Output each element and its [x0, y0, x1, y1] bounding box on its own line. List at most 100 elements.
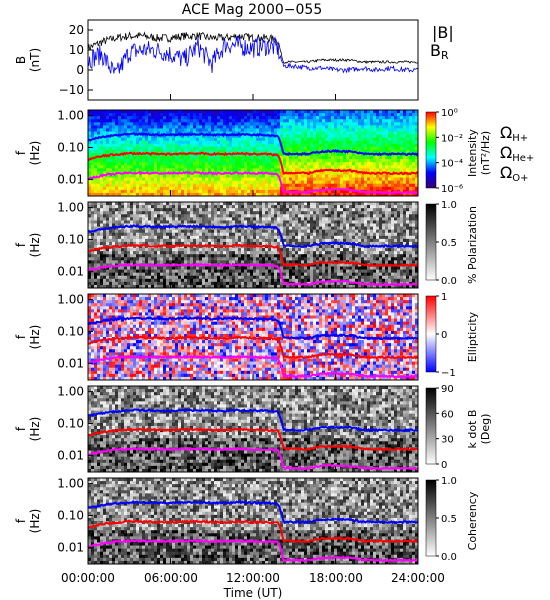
heatmap-cell [175, 165, 179, 169]
heatmap-cell [178, 208, 182, 212]
heatmap-cell [127, 214, 131, 218]
heatmap-cell [166, 140, 170, 145]
heatmap-cell [355, 137, 359, 142]
heatmap-cell [256, 180, 260, 185]
heatmap-cell [127, 278, 131, 283]
heatmap-cell [193, 269, 197, 274]
heatmap-cell [274, 186, 278, 191]
heatmap-cell [91, 171, 95, 175]
heatmap-cell [148, 248, 152, 252]
heatmap-cell [229, 192, 233, 197]
heatmap-cell [259, 131, 263, 135]
heatmap-cell [244, 254, 248, 258]
heatmap-cell [163, 248, 167, 252]
heatmap-cell [403, 113, 407, 117]
heatmap-cell [154, 248, 158, 252]
heatmap-cell [232, 220, 236, 224]
heatmap-cell [157, 165, 161, 169]
heatmap-cell [193, 177, 197, 182]
heatmap-cell [364, 137, 368, 142]
heatmap-cell [115, 156, 119, 160]
heatmap-cell [91, 183, 95, 188]
heatmap-cell [310, 183, 314, 188]
heatmap-cell [100, 241, 104, 246]
heatmap-cell [154, 223, 158, 227]
heatmap-cell [397, 131, 401, 135]
heatmap-cell [172, 134, 176, 139]
heatmap-cell [310, 149, 314, 154]
heatmap-cell [202, 266, 206, 270]
heatmap-cell [271, 220, 275, 224]
heatmap-cell [382, 159, 386, 163]
heatmap-cell [154, 174, 158, 178]
heatmap-cell [238, 110, 242, 114]
heatmap-cell [103, 229, 107, 234]
heatmap-cell [106, 281, 110, 286]
heatmap-cell [373, 192, 377, 197]
heatmap-cell [181, 137, 185, 142]
heatmap-cell [247, 149, 251, 154]
heatmap-cell [94, 131, 98, 135]
heatmap-cell [352, 116, 356, 120]
heatmap-cell [400, 122, 404, 126]
heatmap-cell [109, 223, 113, 227]
heatmap-cell [196, 128, 200, 132]
heatmap-cell [91, 122, 95, 126]
heatmap-cell [163, 275, 167, 280]
heatmap-cell [103, 116, 107, 120]
heatmap-cell [253, 168, 257, 172]
heatmap-cell [253, 232, 257, 237]
heatmap-cell [298, 168, 302, 172]
heatmap-cell [139, 128, 143, 132]
heatmap-cell [181, 266, 185, 270]
heatmap-cell [223, 223, 227, 227]
heatmap-cell [262, 128, 266, 132]
heatmap-cell [127, 143, 131, 148]
heatmap-cell [217, 149, 221, 154]
heatmap-cell [172, 205, 176, 209]
heatmap-cell [226, 122, 230, 126]
heatmap-cell [148, 272, 152, 277]
heatmap-cell [301, 186, 305, 191]
heatmap-cell [280, 223, 284, 227]
heatmap-cell [250, 149, 254, 154]
heatmap-cell [259, 220, 263, 224]
heatmap-cell [238, 248, 242, 252]
heatmap-cell [337, 165, 341, 169]
heatmap-cell [211, 168, 215, 172]
heatmap-cell [205, 189, 209, 194]
heatmap-cell [367, 113, 371, 117]
heatmap-cell [340, 137, 344, 142]
heatmap-cell [298, 174, 302, 178]
heatmap-cell [361, 131, 365, 135]
heatmap-cell [145, 192, 149, 197]
heatmap-cell [337, 140, 341, 145]
heatmap-cell [397, 119, 401, 123]
heatmap-cell [160, 177, 164, 182]
heatmap-cell [403, 186, 407, 191]
heatmap-cell [190, 159, 194, 163]
heatmap-cell [406, 128, 410, 132]
heatmap-cell [109, 140, 113, 145]
heatmap-cell [139, 205, 143, 209]
heatmap-cell [211, 269, 215, 274]
heatmap-cell [187, 192, 191, 197]
heatmap-cell [178, 260, 182, 264]
heatmap-cell [259, 278, 263, 283]
heatmap-cell [328, 134, 332, 139]
heatmap-cell [241, 113, 245, 117]
heatmap-cell [226, 254, 230, 258]
heatmap-cell [352, 159, 356, 163]
heatmap-cell [160, 275, 164, 280]
heatmap-cell [394, 183, 398, 188]
heatmap-cell [400, 125, 404, 129]
heatmap-cell [271, 269, 275, 274]
heatmap-cell [151, 257, 155, 261]
heatmap-cell [100, 263, 104, 267]
heatmap-cell [157, 266, 161, 270]
heatmap-cell [127, 205, 131, 209]
heatmap-cell [94, 189, 98, 194]
heatmap-cell [193, 205, 197, 209]
heatmap-cell [106, 189, 110, 194]
heatmap-cell [244, 146, 248, 151]
